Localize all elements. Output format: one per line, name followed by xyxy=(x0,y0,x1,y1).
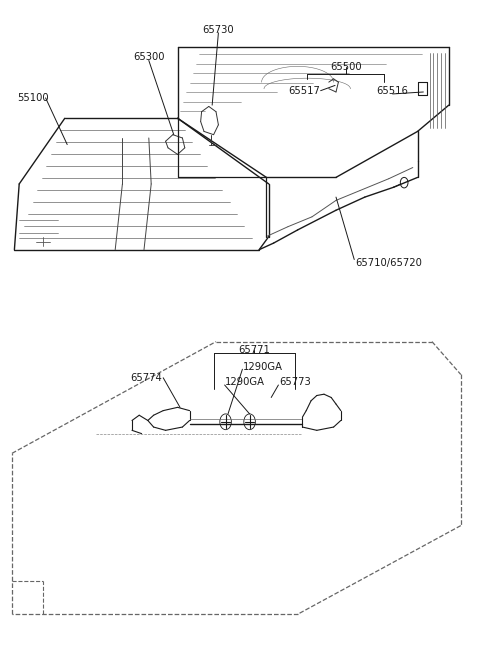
Text: 65517: 65517 xyxy=(288,85,320,96)
Text: 65500: 65500 xyxy=(330,62,361,72)
Text: 65730: 65730 xyxy=(203,24,234,35)
Text: 65774: 65774 xyxy=(131,373,162,383)
Text: 1290GA: 1290GA xyxy=(242,361,282,372)
Text: 55100: 55100 xyxy=(17,93,48,103)
Text: 65516: 65516 xyxy=(377,85,408,96)
Text: 65710/65720: 65710/65720 xyxy=(355,258,422,268)
Text: 65771: 65771 xyxy=(239,344,270,355)
Text: 1290GA: 1290GA xyxy=(225,377,264,388)
Text: 65773: 65773 xyxy=(279,377,311,388)
Text: 65300: 65300 xyxy=(133,52,165,62)
